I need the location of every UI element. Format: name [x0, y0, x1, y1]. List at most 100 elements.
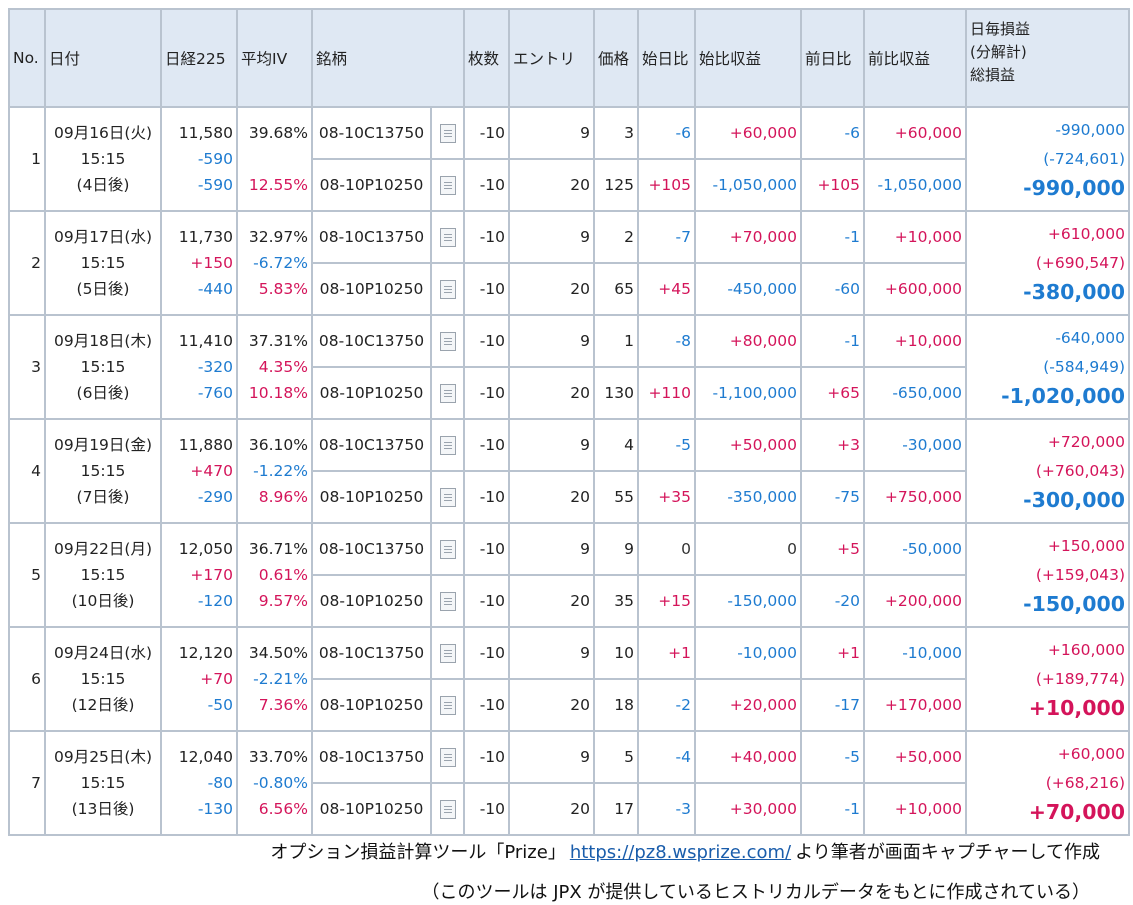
decomposed-pnl-value: (+760,043) — [1035, 461, 1126, 480]
start-pnl-cell: -350,000 — [694, 470, 803, 524]
table-row-leg2: 08-10P10250 -10 20 125 +105 -1,050,000 +105 -1,… — [9, 158, 1129, 212]
issue-doc-button[interactable] — [429, 158, 466, 212]
iv-cell: 32.97% -6.72% 5.83% — [236, 210, 313, 316]
prev-pnl-cell: +10,000 — [863, 210, 968, 264]
header-from-prev: 前日比 — [800, 8, 866, 108]
price-cell: 3 — [593, 106, 640, 160]
entry-cell: 9 — [508, 210, 596, 264]
decomposed-pnl-value: (+690,547) — [1035, 253, 1126, 272]
iv-change: -2.21% — [253, 670, 308, 688]
nikkei-change-day: +470 — [190, 462, 233, 480]
issue-doc-button[interactable] — [429, 626, 466, 680]
issue-name: 08-10P10250 — [311, 678, 432, 732]
header-no: No. — [8, 8, 46, 108]
date-cell: 09月16日(火) 15:15 (4日後) — [44, 106, 162, 212]
nikkei-change-day: -80 — [207, 774, 233, 792]
prev-pnl-cell: -650,000 — [863, 366, 968, 420]
start-pnl-cell: +20,000 — [694, 678, 803, 732]
entry-cell: 20 — [508, 678, 596, 732]
iv-second: 10.18% — [248, 384, 308, 402]
issue-name: 08-10C13750 — [311, 626, 432, 680]
issue-doc-button[interactable] — [429, 574, 466, 628]
entry-cell: 20 — [508, 574, 596, 628]
start-pnl-cell: -450,000 — [694, 262, 803, 316]
qty-cell: -10 — [463, 158, 511, 212]
time-text: 15:15 — [80, 670, 126, 688]
days-after-text: (10日後) — [71, 592, 135, 610]
from-start-cell: -8 — [637, 314, 697, 368]
issue-doc-button[interactable] — [429, 106, 466, 160]
header-daily-line1: 日毎損益 — [970, 20, 1031, 38]
nikkei-value: 11,410 — [178, 332, 233, 350]
nikkei-change-day: +70 — [200, 670, 233, 688]
table-row-leg2: 08-10P10250 -10 20 55 +35 -350,000 -75 +750,000 — [9, 470, 1129, 524]
issue-doc-button[interactable] — [429, 314, 466, 368]
issue-doc-button[interactable] — [429, 730, 466, 784]
date-cell: 09月22日(月) 15:15 (10日後) — [44, 522, 162, 628]
iv-change: -6.72% — [253, 254, 308, 272]
date-text: 09月16日(火) — [53, 124, 153, 142]
issue-name: 08-10P10250 — [311, 782, 432, 836]
from-start-cell: -4 — [637, 730, 697, 784]
from-prev-cell: -20 — [800, 574, 866, 628]
price-cell: 130 — [593, 366, 640, 420]
header-nikkei: 日経225 — [160, 8, 238, 108]
decomposed-pnl-value: (+159,043) — [1035, 565, 1126, 584]
total-pnl-value: -380,000 — [1023, 279, 1126, 304]
issue-doc-button[interactable] — [429, 366, 466, 420]
table-row-leg2: 08-10P10250 -10 20 18 -2 +20,000 -17 +170,000 — [9, 678, 1129, 732]
date-cell: 09月19日(金) 15:15 (7日後) — [44, 418, 162, 524]
table-row: 3 09月18日(木) 15:15 (6日後) 11,410 -320 -760 37.31%… — [8, 314, 1131, 420]
daily-pnl-value: +610,000 — [1047, 224, 1126, 243]
from-start-cell: -2 — [637, 678, 697, 732]
qty-cell: -10 — [463, 470, 511, 524]
from-prev-cell: -1 — [800, 782, 866, 836]
daily-pnl-cell: +160,000 (+189,774) +10,000 — [965, 626, 1131, 732]
header-prev-pnl: 前比収益 — [863, 8, 968, 108]
header-issue: 銘柄 — [310, 8, 466, 108]
issue-doc-button[interactable] — [429, 522, 466, 576]
iv-cell: 39.68% 12.55% — [236, 106, 313, 212]
table-row: 5 09月22日(月) 15:15 (10日後) 12,050 +170 -120 36.71… — [8, 522, 1131, 628]
qty-cell: -10 — [463, 678, 511, 732]
header-start-pnl: 始比収益 — [694, 8, 803, 108]
from-prev-cell: -1 — [800, 314, 866, 368]
header-daily-line2: (分解計) — [970, 43, 1027, 61]
date-text: 09月25日(木) — [53, 748, 153, 766]
from-prev-cell: +1 — [800, 626, 866, 680]
issue-doc-button[interactable] — [429, 262, 466, 316]
nikkei-cell: 11,410 -320 -760 — [160, 314, 238, 420]
iv-cell: 34.50% -2.21% 7.36% — [236, 626, 313, 732]
total-pnl-value: -300,000 — [1023, 487, 1126, 512]
qty-cell: -10 — [463, 626, 511, 680]
daily-pnl-cell: +60,000 (+68,216) +70,000 — [965, 730, 1131, 836]
start-pnl-cell: +70,000 — [694, 210, 803, 264]
iv-value: 32.97% — [248, 228, 308, 246]
daily-pnl-value: +60,000 — [1057, 744, 1126, 763]
from-start-cell: +15 — [637, 574, 697, 628]
issue-doc-button[interactable] — [429, 470, 466, 524]
issue-doc-button[interactable] — [429, 418, 466, 472]
issue-doc-button[interactable] — [429, 782, 466, 836]
issue-doc-button[interactable] — [429, 678, 466, 732]
entry-cell: 9 — [508, 106, 596, 160]
header-qty: 枚数 — [463, 8, 511, 108]
document-icon — [439, 227, 456, 247]
nikkei-change-total: -760 — [197, 384, 233, 402]
daily-pnl-value: +720,000 — [1047, 432, 1126, 451]
iv-change — [239, 146, 308, 172]
daily-pnl-cell: +720,000 (+760,043) -300,000 — [965, 418, 1131, 524]
issue-doc-button[interactable] — [429, 210, 466, 264]
qty-cell: -10 — [463, 210, 511, 264]
table-header-row: No. 日付 日経225 平均IV 銘柄 枚数 エントリ 価格 始日比 始比収益… — [8, 8, 1131, 108]
iv-value: 36.71% — [248, 540, 308, 558]
daily-pnl-cell: +610,000 (+690,547) -380,000 — [965, 210, 1131, 316]
row-number: 2 — [8, 210, 46, 316]
source-link[interactable]: https://pz8.wsprize.com/ — [569, 842, 792, 863]
iv-change: -0.80% — [253, 774, 308, 792]
date-cell: 09月17日(水) 15:15 (5日後) — [44, 210, 162, 316]
issue-name: 08-10P10250 — [311, 574, 432, 628]
nikkei-cell: 12,040 -80 -130 — [160, 730, 238, 836]
table-row: 2 09月17日(水) 15:15 (5日後) 11,730 +150 -440 32.97%… — [8, 210, 1131, 316]
prev-pnl-cell: -30,000 — [863, 418, 968, 472]
